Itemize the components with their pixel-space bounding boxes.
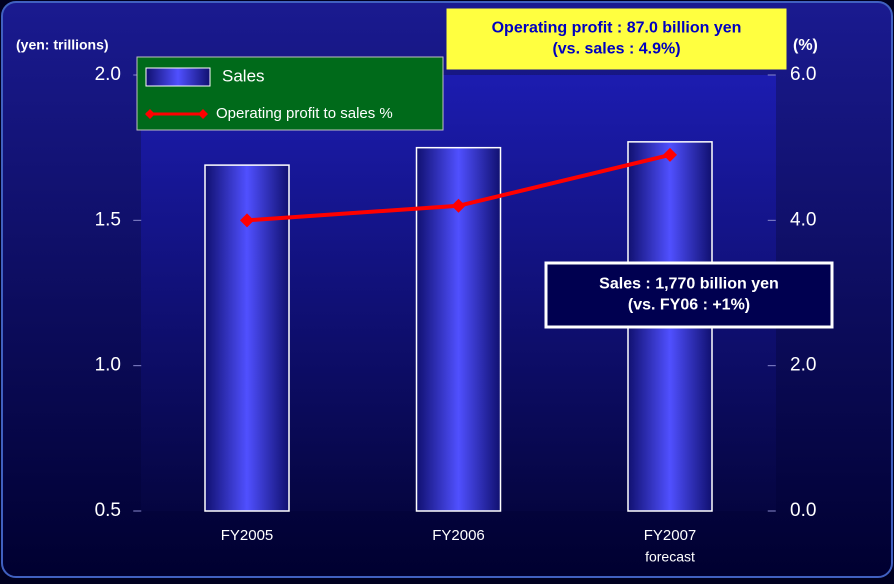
annotation-text: (vs. FY06 : +1%) <box>628 297 750 314</box>
x-tick-label: FY2007 <box>644 527 697 544</box>
y-tick-label: 1.5 <box>95 209 121 230</box>
annotation-text: Sales : 1,770 billion yen <box>599 276 779 293</box>
marker <box>451 198 466 213</box>
annotation-text: Operating profit : 87.0 billion yen <box>492 20 742 37</box>
marker <box>240 213 254 228</box>
y2-tick-label: 6.0 <box>790 64 816 85</box>
marker <box>663 147 677 162</box>
annotation-box <box>446 8 787 70</box>
annotation-box <box>544 261 834 329</box>
y2-tick-label: 0.0 <box>790 500 816 521</box>
y-tick-label: 1.0 <box>95 355 121 376</box>
legend-swatch <box>145 67 211 87</box>
y2-tick-label: 2.0 <box>790 355 816 376</box>
y-tick-label: 0.5 <box>95 500 121 521</box>
y-tick-label: 2.0 <box>95 64 121 85</box>
legend-label: Sales <box>222 66 265 85</box>
x-tick-label: FY2005 <box>221 527 274 544</box>
y-axis-label: (yen: trillions) <box>16 37 109 53</box>
x-tick-note: forecast <box>645 549 695 565</box>
y2-tick-label: 4.0 <box>790 209 816 230</box>
y2-axis-label: (%) <box>793 37 818 54</box>
x-tick-label: FY2006 <box>432 527 485 544</box>
annotation-text: (vs. sales : 4.9%) <box>552 41 680 58</box>
legend-label: Operating profit to sales % <box>216 105 393 122</box>
